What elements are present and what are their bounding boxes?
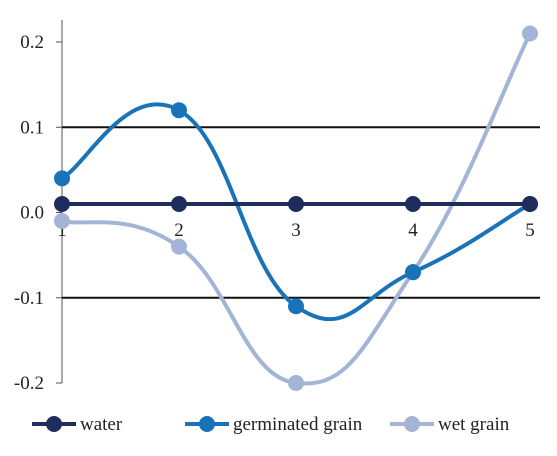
x-tick-label: 4 xyxy=(408,220,418,241)
legend-label: water xyxy=(80,414,123,435)
data-point-germinated-grain xyxy=(405,264,421,281)
data-point-water xyxy=(288,195,304,212)
y-tick-label: 0.1 xyxy=(20,117,44,138)
series-water xyxy=(54,195,538,212)
y-tick-label: 0.2 xyxy=(20,32,44,53)
legend-item-water: water xyxy=(32,414,123,435)
y-ticks: 0.2 0.1 0.0 -0.1 -0.2 xyxy=(14,32,62,394)
series-line-germinated-grain xyxy=(60,102,532,322)
data-point-water xyxy=(171,195,187,212)
y-tick-label: -0.2 xyxy=(14,373,44,394)
data-point-germinated-grain xyxy=(171,102,187,119)
legend-label: germinated grain xyxy=(233,414,363,435)
series-line-wet-grain xyxy=(60,31,532,386)
legend-item-germinated-grain: germinated grain xyxy=(185,414,363,435)
x-tick-label: 1 xyxy=(57,220,67,241)
x-ticks: 1 2 3 4 5 xyxy=(57,220,535,241)
data-point-germinated-grain xyxy=(288,298,304,315)
data-point-wet-grain xyxy=(54,213,70,230)
data-point-water xyxy=(54,195,70,212)
legend: water germinated grain wet grain xyxy=(32,414,510,435)
data-point-water xyxy=(522,195,538,212)
series-wet-grain xyxy=(54,25,538,391)
y-tick-label: -0.1 xyxy=(14,288,44,309)
x-tick-label: 3 xyxy=(291,220,301,241)
data-point-wet-grain xyxy=(522,25,538,42)
legend-swatch-marker xyxy=(199,416,215,432)
x-tick-label: 2 xyxy=(174,220,184,241)
data-point-germinated-grain xyxy=(54,170,70,187)
data-point-wet-grain xyxy=(288,375,304,391)
x-tick-label: 5 xyxy=(525,220,535,241)
series-layer xyxy=(54,25,538,391)
series-germinated-grain xyxy=(54,102,538,322)
reference-lines xyxy=(62,126,540,299)
legend-item-wet-grain: wet grain xyxy=(390,414,510,435)
legend-label: wet grain xyxy=(438,414,510,435)
data-point-water xyxy=(405,195,421,212)
legend-swatch-marker xyxy=(404,416,420,432)
legend-swatch-marker xyxy=(46,416,62,432)
data-point-wet-grain xyxy=(171,238,187,255)
y-tick-label: 0.0 xyxy=(20,203,44,224)
